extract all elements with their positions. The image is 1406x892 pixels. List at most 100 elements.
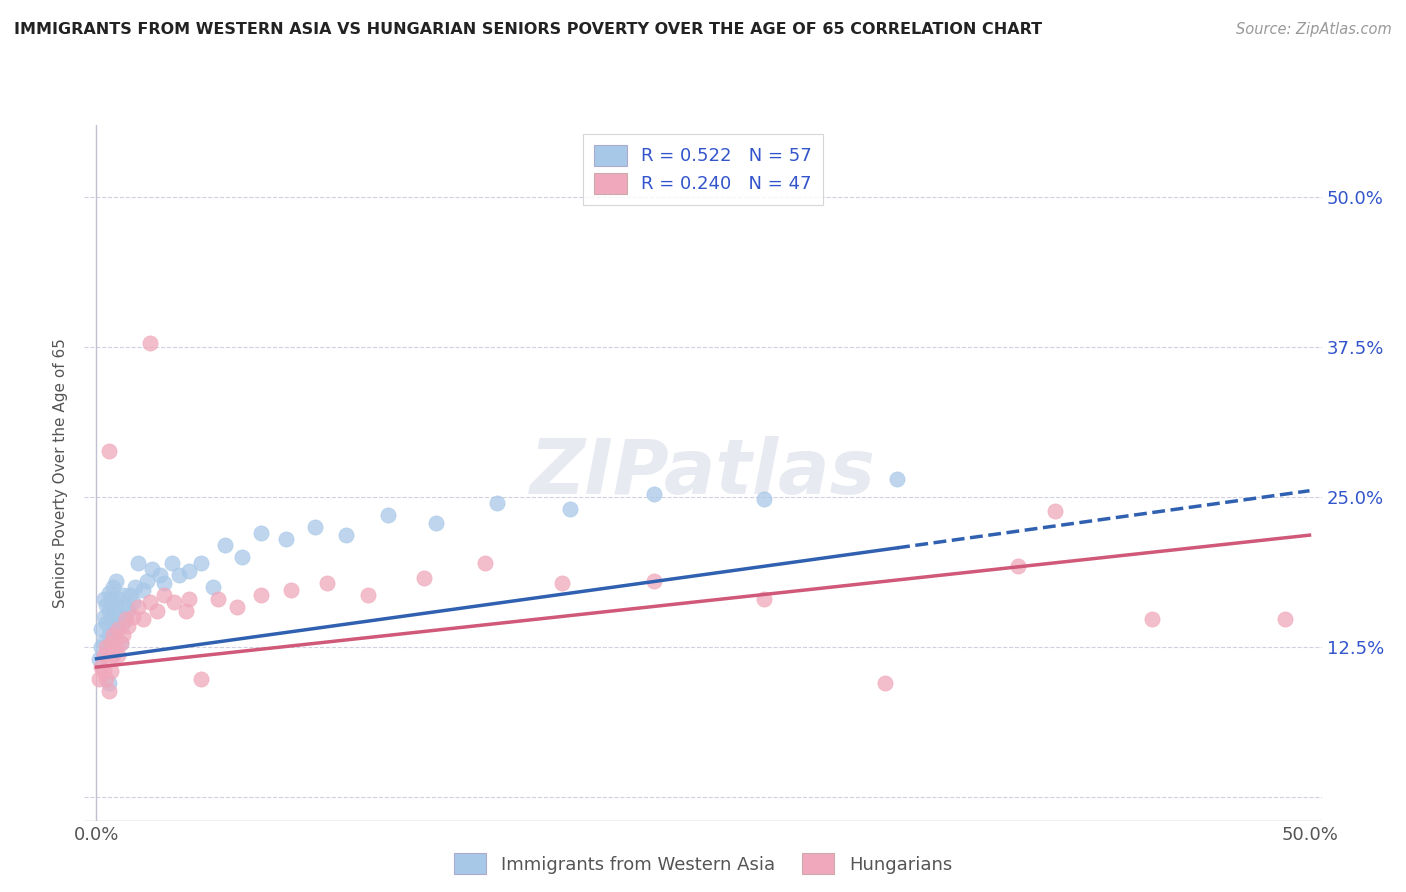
Point [1274,612,1296,626]
Point [167,567,190,582]
Point [153,588,176,602]
Point [146,604,169,618]
Point [177,591,200,606]
Point [104,640,127,654]
Point [474,556,496,570]
Point [250,525,273,540]
Point [103,628,125,642]
Point [231,549,253,564]
Point [110,609,132,624]
Point [96,646,118,660]
Point [304,520,326,534]
Point [110,636,132,650]
Point [558,501,581,516]
Point [103,604,125,618]
Point [752,492,775,507]
Point [97,604,120,618]
Point [413,571,436,585]
Point [104,622,127,636]
Point [103,648,125,662]
Legend: Immigrants from Western Asia, Hungarians: Immigrants from Western Asia, Hungarians [447,846,959,881]
Point [122,595,145,609]
Point [100,636,122,650]
Point [97,651,120,665]
Point [643,574,665,588]
Point [1043,504,1066,518]
Point [110,636,132,650]
Point [174,604,197,618]
Point [104,598,127,612]
Point [107,648,129,662]
Point [104,574,127,588]
Point [752,591,775,606]
Point [107,622,129,636]
Point [177,564,200,578]
Point [112,628,135,642]
Point [551,576,574,591]
Point [873,675,896,690]
Text: ZIPatlas: ZIPatlas [530,436,876,509]
Point [107,591,129,606]
Point [1140,612,1163,626]
Y-axis label: Seniors Poverty Over the Age of 65: Seniors Poverty Over the Age of 65 [53,338,69,607]
Text: IMMIGRANTS FROM WESTERN ASIA VS HUNGARIAN SENIORS POVERTY OVER THE AGE OF 65 COR: IMMIGRANTS FROM WESTERN ASIA VS HUNGARIA… [14,22,1042,37]
Point [136,574,159,588]
Point [114,600,136,615]
Point [127,600,149,615]
Point [141,562,163,576]
Point [131,583,153,598]
Point [274,532,297,546]
Point [207,591,229,606]
Point [377,508,399,522]
Point [120,588,142,602]
Point [100,664,122,678]
Point [160,556,183,570]
Point [93,664,115,678]
Point [103,628,125,642]
Point [190,556,212,570]
Point [112,588,135,602]
Point [357,588,380,602]
Point [485,496,508,510]
Point [93,609,115,624]
Point [153,576,176,591]
Point [886,472,908,486]
Point [190,672,212,686]
Point [93,633,115,648]
Point [100,636,122,650]
Point [103,580,125,594]
Point [316,576,339,591]
Point [97,675,120,690]
Point [90,660,112,674]
Point [214,538,236,552]
Point [127,556,149,570]
Point [87,672,110,686]
Point [201,580,224,594]
Point [100,612,122,626]
Point [100,591,122,606]
Point [163,595,186,609]
Point [96,598,118,612]
Point [226,600,249,615]
Point [131,612,153,626]
Point [643,487,665,501]
Point [87,651,110,665]
Point [117,619,139,633]
Text: Source: ZipAtlas.com: Source: ZipAtlas.com [1236,22,1392,37]
Point [114,612,136,626]
Point [90,640,112,654]
Point [96,640,118,654]
Point [96,672,118,686]
Point [93,648,115,662]
Point [97,684,120,698]
Point [139,336,162,351]
Point [93,591,115,606]
Point [97,585,120,599]
Point [148,567,170,582]
Point [124,580,146,594]
Point [122,609,145,624]
Point [112,615,135,630]
Point [96,615,118,630]
Point [97,628,120,642]
Point [117,604,139,618]
